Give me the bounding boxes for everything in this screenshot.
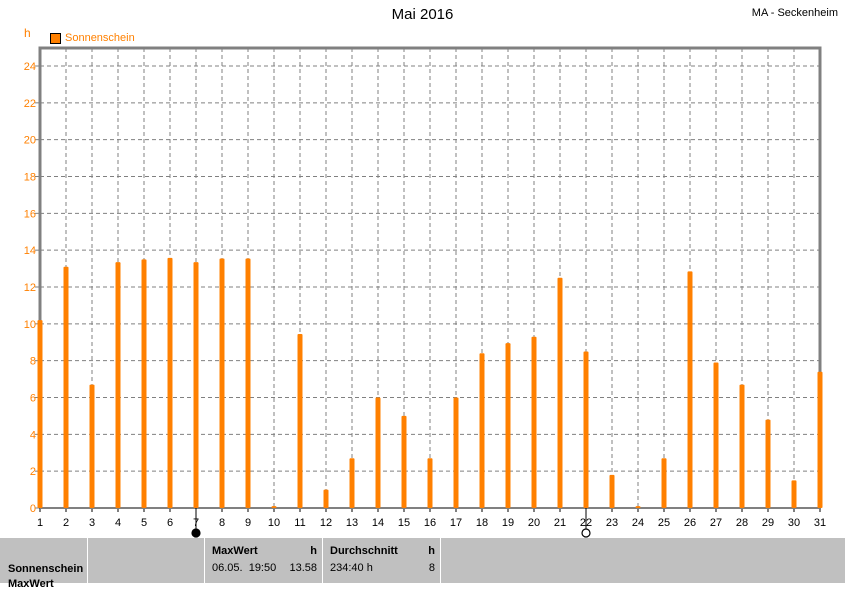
avg-value: 8 [428, 562, 435, 574]
bar-day-11 [297, 333, 303, 508]
x-tick-label: 19 [502, 517, 514, 529]
legend: Sonnenschein [50, 32, 135, 44]
x-tick-label: 14 [372, 517, 384, 529]
x-tick-label: 3 [89, 517, 95, 529]
y-tick-label: 18 [24, 172, 36, 184]
y-tick-label: 22 [24, 98, 36, 110]
plot-frame [38, 46, 822, 508]
bar-day-8 [219, 258, 225, 508]
x-tick-label: 12 [320, 517, 332, 529]
bar-day-27 [713, 362, 719, 508]
bar-day-18 [479, 353, 485, 508]
x-tick-label: 1 [37, 517, 43, 529]
bar-day-2 [63, 266, 69, 508]
bar-day-29 [765, 419, 771, 508]
bar-day-10 [271, 506, 277, 508]
bar-day-23 [609, 474, 615, 508]
bar-day-24 [635, 506, 641, 508]
x-tick-label: 13 [346, 517, 358, 529]
y-tick-label: 14 [24, 245, 36, 257]
bar-day-14 [375, 397, 381, 508]
x-tick-label: 27 [710, 517, 722, 529]
bar-day-22 [583, 351, 589, 508]
y-tick-label: 24 [24, 61, 36, 73]
x-tick-label: 31 [814, 517, 826, 529]
x-tick-label: 20 [528, 517, 540, 529]
bar-chart: 0246810121416182022241234567891011121314… [24, 46, 826, 538]
x-tick-label: 21 [554, 517, 566, 529]
x-tick-label: 2 [63, 517, 69, 529]
bar-day-31 [817, 371, 823, 508]
max-header: MaxWert [212, 545, 258, 557]
bar-day-1 [37, 320, 43, 508]
x-tick-label: 17 [450, 517, 462, 529]
y-axis-unit: h [24, 26, 31, 40]
x-tick-label: 30 [788, 517, 800, 529]
bar-day-6 [167, 257, 173, 508]
x-tick-label: 10 [268, 517, 280, 529]
label-column: Sonnenschein MaxWert [0, 538, 88, 590]
bar-day-7 [193, 262, 199, 508]
bar-day-28 [739, 384, 745, 508]
empty-column [88, 538, 205, 583]
bar-day-17 [453, 397, 459, 508]
max-column: MaxWert h 06.05. 19:50 13.58 [205, 538, 323, 583]
bar-day-5 [141, 259, 147, 508]
bar-day-30 [791, 480, 797, 508]
full-moon-icon [581, 528, 591, 538]
x-tick-label: 8 [219, 517, 225, 529]
x-tick-label: 6 [167, 517, 173, 529]
y-tick-label: 12 [24, 282, 36, 294]
legend-swatch [50, 32, 61, 44]
avg-header: Durchschnitt [330, 545, 398, 557]
x-tick-label: 24 [632, 517, 644, 529]
y-tick-label: 10 [24, 319, 36, 331]
x-tick-label: 16 [424, 517, 436, 529]
y-tick-label: 16 [24, 208, 36, 220]
bar-day-13 [349, 458, 355, 508]
bar-day-21 [557, 277, 563, 508]
y-tick-label: 2 [30, 466, 36, 478]
station-name: MA - Seckenheim [751, 7, 838, 19]
max-date: 06.05. 19:50 [212, 562, 277, 574]
bar-day-9 [245, 258, 251, 508]
y-tick-label: 4 [30, 429, 36, 441]
chart-title: Mai 2016 [391, 6, 454, 23]
x-tick-label: 9 [245, 517, 251, 529]
legend-label: Sonnenschein [65, 32, 135, 44]
y-tick-label: 8 [30, 356, 36, 368]
bar-day-15 [401, 415, 407, 508]
x-tick-label: 26 [684, 517, 696, 529]
avg-unit: h [428, 545, 435, 557]
x-tick-label: 4 [115, 517, 121, 529]
row-label: Sonnenschein [8, 563, 84, 575]
x-tick-label: 25 [658, 517, 670, 529]
bar-day-16 [427, 458, 433, 508]
x-tick-label: 11 [294, 517, 305, 529]
bar-day-26 [687, 271, 693, 508]
max-value: 13.58 [289, 562, 317, 574]
y-tick-label: 6 [30, 393, 36, 405]
y-tick-label: 20 [24, 135, 36, 147]
bar-day-12 [323, 489, 329, 508]
avg-column: Durchschnitt h 234:40 h 8 [323, 538, 441, 583]
new-moon-icon [191, 528, 201, 538]
x-tick-label: 29 [762, 517, 774, 529]
x-tick-label: 23 [606, 517, 618, 529]
x-tick-label: 5 [141, 517, 147, 529]
row-label-2: MaxWert [8, 578, 54, 590]
bar-day-4 [115, 262, 121, 508]
max-unit: h [310, 545, 317, 557]
avg-total: 234:40 h [330, 562, 373, 574]
x-tick-label: 18 [476, 517, 488, 529]
x-tick-label: 15 [398, 517, 410, 529]
bar-day-3 [89, 384, 95, 508]
summary-panel: Sonnenschein MaxWert MaxWert h 06.05. 19… [0, 538, 845, 590]
x-tick-label: 28 [736, 517, 748, 529]
bar-day-20 [531, 336, 537, 508]
bar-day-19 [505, 343, 511, 508]
bar-day-25 [661, 458, 667, 508]
y-tick-label: 0 [30, 503, 36, 515]
